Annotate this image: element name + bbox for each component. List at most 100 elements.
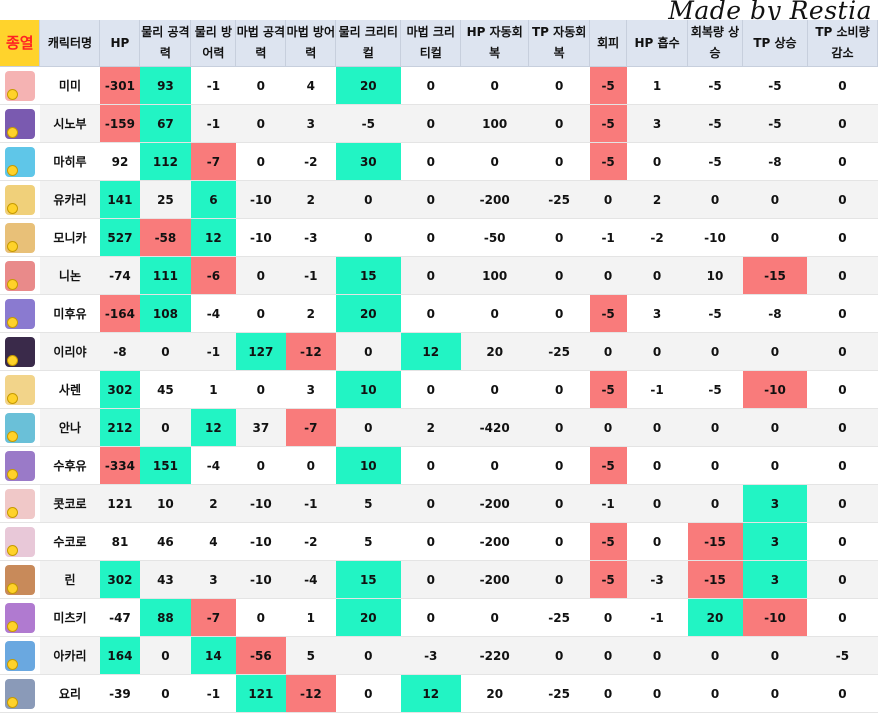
stat-cell: 15 bbox=[335, 256, 401, 295]
stat-cell: 10 bbox=[335, 446, 401, 485]
stat-cell: 46 bbox=[139, 522, 191, 561]
avatar-cell bbox=[0, 446, 40, 485]
stat-cell: 43 bbox=[139, 560, 191, 599]
stat-cell: 0 bbox=[626, 332, 688, 371]
character-name: 미후유 bbox=[39, 294, 100, 333]
stat-cell: -1 bbox=[589, 484, 627, 523]
stat-cell: 14 bbox=[190, 636, 236, 675]
stat-cell: 0 bbox=[687, 674, 743, 713]
stat-cell: 0 bbox=[589, 332, 627, 371]
stat-cell: -159 bbox=[99, 104, 140, 143]
stat-cell: 0 bbox=[528, 370, 590, 409]
stat-cell: 0 bbox=[589, 256, 627, 295]
character-avatar bbox=[4, 488, 35, 519]
character-name: 이리야 bbox=[39, 332, 100, 371]
stat-cell: 0 bbox=[235, 66, 286, 105]
stat-cell: 0 bbox=[528, 560, 590, 599]
stat-cell: 100 bbox=[460, 104, 529, 143]
stat-cell: 0 bbox=[807, 142, 878, 181]
avatar-cell bbox=[0, 294, 40, 333]
stat-cell: 0 bbox=[589, 598, 627, 637]
stat-cell: 0 bbox=[807, 560, 878, 599]
character-name: 사렌 bbox=[39, 370, 100, 409]
table-row: 콧코로 121 10 2 -10 -1 5 0 -200 0 -1 0 0 3 0 bbox=[0, 484, 878, 523]
stat-cell: 0 bbox=[807, 674, 878, 713]
avatar-cell bbox=[0, 522, 40, 561]
stat-cell: 10 bbox=[687, 256, 743, 295]
stat-cell: -164 bbox=[99, 294, 140, 333]
stat-cell: 0 bbox=[400, 256, 461, 295]
stat-cell: 2 bbox=[285, 294, 336, 333]
col-header-tp-regen: TP 자동회복 bbox=[528, 20, 591, 67]
character-avatar bbox=[4, 526, 35, 557]
stat-cell: -10 bbox=[235, 522, 286, 561]
stat-cell: 0 bbox=[139, 636, 191, 675]
stat-cell: -420 bbox=[460, 408, 529, 447]
stat-cell: -25 bbox=[528, 332, 590, 371]
stat-cell: 0 bbox=[807, 598, 878, 637]
table-row: 시노부 -159 67 -1 0 3 -5 0 100 0 -5 3 -5 -5 0 bbox=[0, 104, 878, 143]
stat-cell: 0 bbox=[626, 142, 688, 181]
stat-cell: 0 bbox=[589, 636, 627, 675]
character-name: 미미 bbox=[39, 66, 100, 105]
stat-cell: -1 bbox=[626, 598, 688, 637]
stat-cell: 302 bbox=[99, 560, 140, 599]
avatar-cell bbox=[0, 636, 40, 675]
stat-cell: 0 bbox=[742, 332, 808, 371]
stat-cell: 1 bbox=[285, 598, 336, 637]
stat-cell: 0 bbox=[626, 256, 688, 295]
stat-cell: 0 bbox=[335, 332, 401, 371]
stat-cell: -7 bbox=[190, 598, 236, 637]
character-avatar bbox=[4, 146, 35, 177]
stat-cell: 0 bbox=[687, 332, 743, 371]
table-row: 아카리 164 0 14 -56 5 0 -3 -220 0 0 0 0 0 -5 bbox=[0, 636, 878, 675]
stat-cell: 93 bbox=[139, 66, 191, 105]
stat-cell: 0 bbox=[528, 66, 590, 105]
stat-cell: 0 bbox=[235, 256, 286, 295]
table-row: 미미 -301 93 -1 0 4 20 0 0 0 -5 1 -5 -5 0 bbox=[0, 66, 878, 105]
stat-cell: 0 bbox=[235, 142, 286, 181]
table-row: 모니카 527 -58 12 -10 -3 0 0 -50 0 -1 -2 -10 0 0 bbox=[0, 218, 878, 257]
stat-cell: 0 bbox=[400, 218, 461, 257]
stat-cell: 0 bbox=[528, 218, 590, 257]
stat-cell: 0 bbox=[807, 522, 878, 561]
stat-cell: -3 bbox=[285, 218, 336, 257]
stat-cell: 0 bbox=[687, 484, 743, 523]
stat-cell: -10 bbox=[235, 560, 286, 599]
stat-cell: -5 bbox=[589, 560, 627, 599]
character-name: 유카리 bbox=[39, 180, 100, 219]
stat-cell: 0 bbox=[400, 142, 461, 181]
corner-cell: 종열 bbox=[0, 20, 41, 67]
stat-cell: -5 bbox=[687, 104, 743, 143]
stat-cell: 127 bbox=[235, 332, 286, 371]
table-row: 린 302 43 3 -10 -4 15 0 -200 0 -5 -3 -15 3 0 bbox=[0, 560, 878, 599]
stat-cell: 0 bbox=[528, 484, 590, 523]
col-header-phys-def: 물리 방어력 bbox=[190, 20, 237, 67]
stat-cell: 67 bbox=[139, 104, 191, 143]
stat-cell: 3 bbox=[742, 560, 808, 599]
avatar-cell bbox=[0, 66, 40, 105]
stat-cell: -25 bbox=[528, 180, 590, 219]
stats-table: 종열 캐릭터명 HP 물리 공격력 물리 방어력 마법 공격력 마법 방어력 물… bbox=[0, 20, 878, 713]
stat-cell: -50 bbox=[460, 218, 529, 257]
table-row: 미츠키 -47 88 -7 0 1 20 0 0 -25 0 -1 20 -10 0 bbox=[0, 598, 878, 637]
stat-cell: 20 bbox=[460, 674, 529, 713]
stat-cell: 30 bbox=[335, 142, 401, 181]
stat-cell: 0 bbox=[589, 674, 627, 713]
avatar-cell bbox=[0, 598, 40, 637]
stat-cell: -5 bbox=[589, 522, 627, 561]
stat-cell: 0 bbox=[460, 370, 529, 409]
stat-cell: 0 bbox=[626, 484, 688, 523]
stat-cell: 0 bbox=[139, 332, 191, 371]
character-name: 안나 bbox=[39, 408, 100, 447]
stat-cell: -12 bbox=[285, 332, 336, 371]
stat-cell: 0 bbox=[400, 370, 461, 409]
stat-cell: 0 bbox=[807, 256, 878, 295]
col-header-evasion: 회피 bbox=[589, 20, 628, 67]
table-body: 미미 -301 93 -1 0 4 20 0 0 0 -5 1 -5 -5 0 시노부 -159 67 -1 0 3 -5… bbox=[0, 66, 878, 713]
stat-cell: 2 bbox=[285, 180, 336, 219]
character-name: 마히루 bbox=[39, 142, 100, 181]
stat-cell: -10 bbox=[687, 218, 743, 257]
stat-cell: 0 bbox=[400, 484, 461, 523]
character-avatar bbox=[4, 602, 35, 633]
